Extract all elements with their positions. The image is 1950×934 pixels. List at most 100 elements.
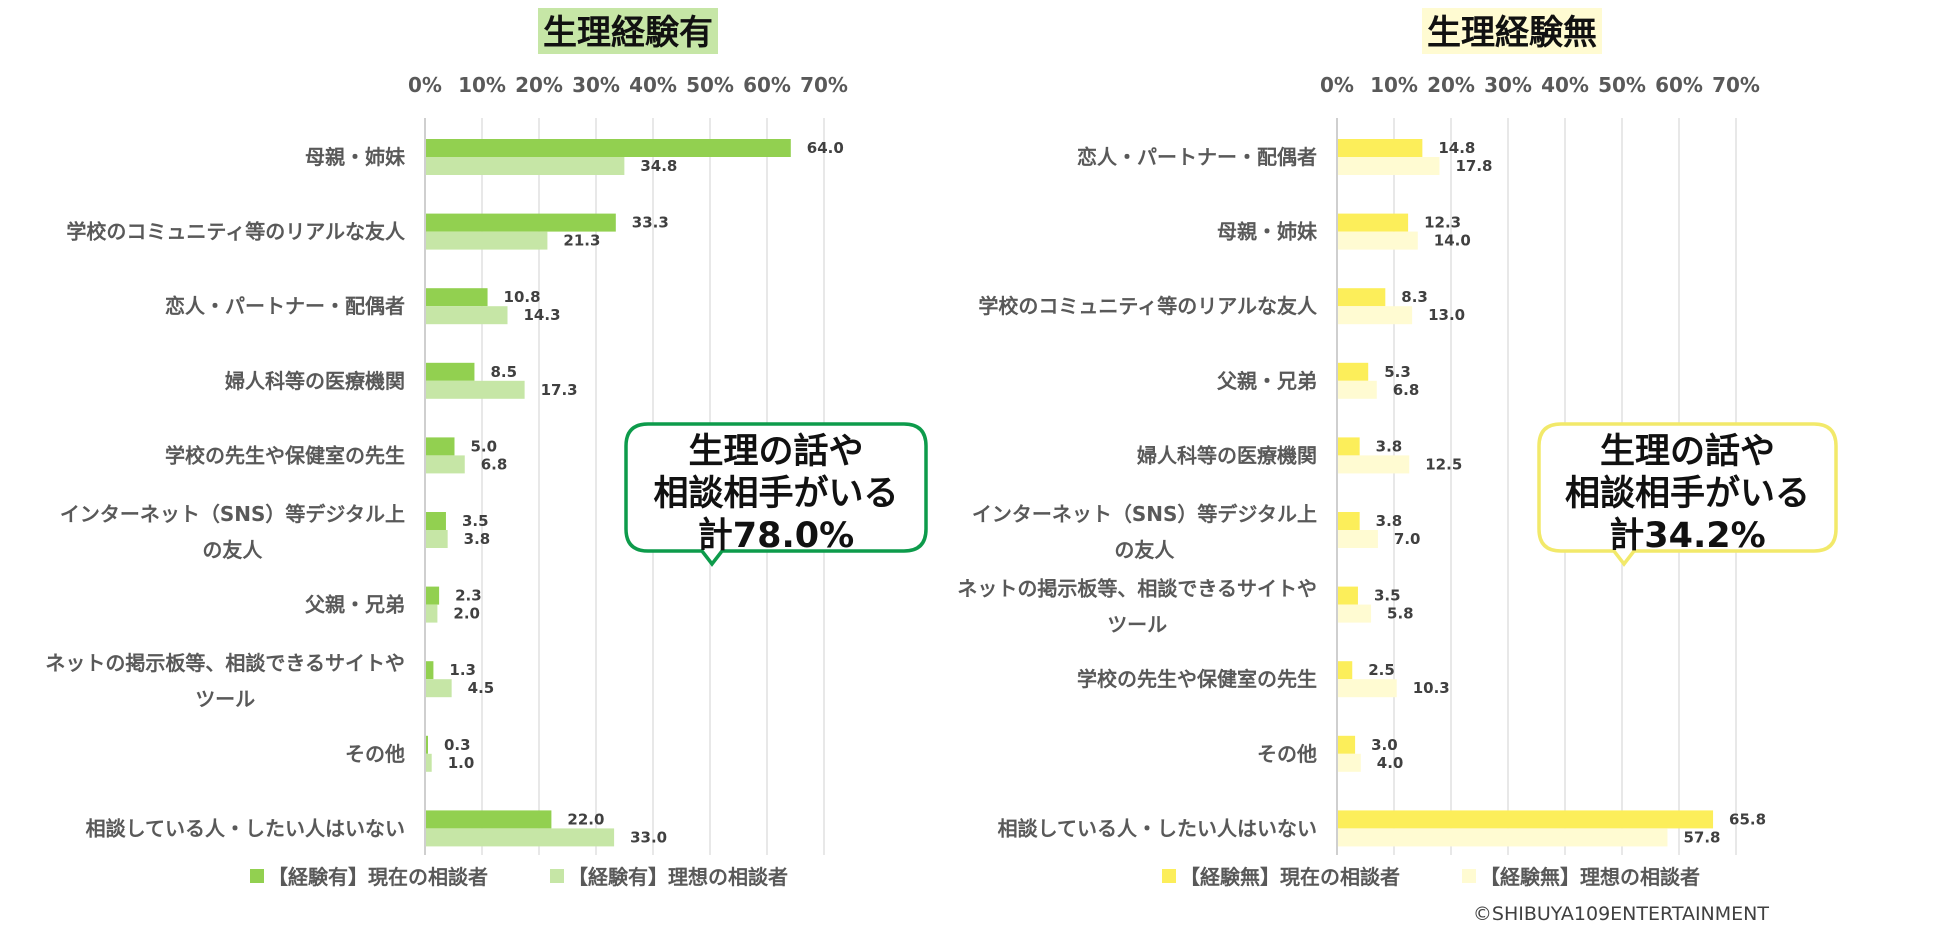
data-label: 17.8 <box>1455 157 1492 175</box>
callout-text: 計34.2% <box>1609 516 1765 556</box>
callout-text: 計78.0% <box>698 516 854 556</box>
data-label: 3.8 <box>1376 512 1403 530</box>
x-tick-label: 40% <box>1541 73 1589 97</box>
category-label: 母親・姉妹 <box>1217 220 1318 244</box>
data-label: 3.8 <box>1376 437 1403 455</box>
chart-title: 生理経験無 <box>1427 13 1597 53</box>
callout-bubble <box>624 422 928 567</box>
bar-ideal <box>1338 157 1440 175</box>
copyright-text: ©SHIBUYA109ENTERTAINMENT <box>1473 903 1769 925</box>
category-label: 学校の先生や保健室の先生 <box>165 443 405 467</box>
bar-ideal <box>426 455 465 474</box>
category-label: 学校のコミュニティ等のリアルな友人 <box>66 220 406 244</box>
bar-current <box>1338 139 1423 157</box>
bar-current <box>1338 661 1353 680</box>
x-tick-label: 60% <box>743 73 791 97</box>
bar-ideal <box>426 828 615 847</box>
data-label: 12.3 <box>1424 214 1461 232</box>
x-tick-label: 70% <box>1712 73 1760 97</box>
bar-current <box>426 437 455 456</box>
x-tick-label: 0% <box>1320 73 1354 97</box>
category-label: ネットの掲示板等、相談できるサイトや <box>957 577 1317 601</box>
x-tick-label: 40% <box>629 73 677 97</box>
bar-ideal <box>1338 231 1418 250</box>
bar-current <box>426 735 428 754</box>
data-label: 21.3 <box>563 232 600 250</box>
callout-bubble <box>1537 422 1838 567</box>
category-label-line2: の友人 <box>202 538 263 562</box>
bar-current <box>1338 735 1356 754</box>
data-label: 65.8 <box>1729 810 1766 828</box>
data-label: 14.3 <box>524 306 561 324</box>
x-tick-label: 0% <box>408 73 442 97</box>
x-tick-label: 10% <box>458 73 506 97</box>
bar-current <box>426 512 446 530</box>
data-label: 17.3 <box>541 381 578 399</box>
category-label: その他 <box>1257 742 1317 766</box>
x-tick-label: 20% <box>515 73 563 97</box>
bar-ideal <box>426 753 432 772</box>
data-label: 8.5 <box>490 363 517 381</box>
category-label: 恋人・パートナー・配偶者 <box>165 294 405 318</box>
callout-text: 相談相手がいる <box>1565 474 1810 514</box>
x-tick-label: 70% <box>800 73 848 97</box>
category-label: 恋人・パートナー・配偶者 <box>1077 145 1317 169</box>
category-label: 婦人科等の医療機関 <box>224 369 405 393</box>
data-label: 2.5 <box>1368 661 1395 679</box>
category-label: 学校のコミュニティ等のリアルな友人 <box>978 294 1318 318</box>
data-label: 10.3 <box>1413 679 1450 697</box>
category-label: 母親・姉妹 <box>305 145 406 169</box>
data-label: 4.0 <box>1377 754 1404 772</box>
x-tick-label: 10% <box>1370 73 1418 97</box>
data-label: 1.0 <box>448 754 475 772</box>
bar-current <box>426 139 791 157</box>
bar-ideal <box>426 157 625 175</box>
data-label: 2.3 <box>455 587 482 605</box>
bar-ideal <box>426 604 438 623</box>
chart-panel-left: 生理経験有 0% 10% 20% 30% 40% 50% 60% 70% 母親・姉妹学校のコミュニ… <box>45 8 928 889</box>
bar-current <box>426 362 475 381</box>
bar-ideal <box>426 306 508 325</box>
data-label: 5.0 <box>471 437 498 455</box>
bar-ideal <box>426 380 525 399</box>
category-label-line2: の友人 <box>1114 538 1175 562</box>
chart-title: 生理経験有 <box>543 13 713 53</box>
category-label: 父親・兄弟 <box>304 593 405 617</box>
category-label: 相談している人・したい人はいない <box>86 816 405 840</box>
legend-swatch <box>1462 869 1476 883</box>
bar-ideal <box>426 679 452 698</box>
x-tick-label: 50% <box>1598 73 1646 97</box>
data-label: 0.3 <box>444 736 471 754</box>
data-label: 5.3 <box>1384 363 1411 381</box>
data-label: 10.8 <box>504 288 541 306</box>
data-label: 33.0 <box>630 828 667 846</box>
bar-current <box>1338 213 1409 232</box>
legend-swatch <box>250 869 264 883</box>
bar-current <box>426 810 552 829</box>
x-tick-label: 30% <box>572 73 620 97</box>
data-label: 2.0 <box>453 605 480 623</box>
legend-label: 【経験無】現在の相談者 <box>1180 865 1400 889</box>
bar-ideal <box>1338 380 1377 399</box>
x-tick-label: 30% <box>1484 73 1532 97</box>
bar-ideal <box>426 231 548 250</box>
bar-ideal <box>1338 306 1413 325</box>
data-label: 3.0 <box>1371 736 1398 754</box>
data-label: 57.8 <box>1683 828 1720 846</box>
bar-current <box>1338 288 1386 307</box>
data-label: 14.8 <box>1438 139 1475 157</box>
x-tick-label: 50% <box>686 73 734 97</box>
category-label: 父親・兄弟 <box>1216 369 1317 393</box>
category-label-line2: ツール <box>1107 613 1167 637</box>
data-label: 5.8 <box>1387 605 1414 623</box>
legend-swatch <box>550 869 564 883</box>
data-label: 6.8 <box>1393 381 1420 399</box>
chart-title-highlight <box>538 8 718 54</box>
bar-current <box>1338 586 1358 605</box>
data-label: 6.8 <box>481 455 508 473</box>
bar-ideal <box>1338 604 1372 623</box>
bar-ideal <box>1338 679 1397 698</box>
bar-current <box>1338 437 1360 456</box>
bar-current <box>1338 810 1714 829</box>
